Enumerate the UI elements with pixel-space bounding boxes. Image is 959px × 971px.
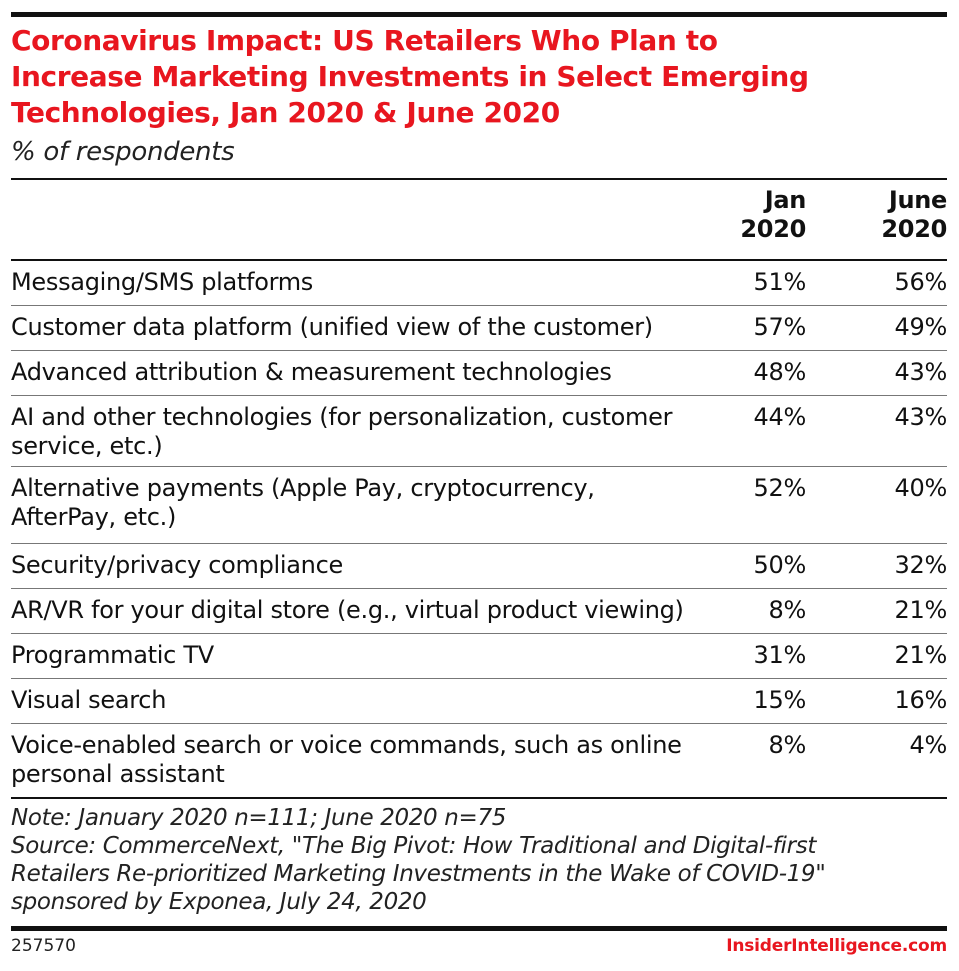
chart-title: Coronavirus Impact: US Retailers Who Pla… — [11, 23, 947, 131]
row-label-line: AfterPay, etc.) — [11, 503, 177, 531]
value-june-2020: 56% — [894, 268, 948, 296]
value-jan-2020: 52% — [753, 474, 807, 502]
row-separator — [11, 395, 947, 396]
row-separator — [11, 543, 947, 544]
row-label-line: AR/VR for your digital store (e.g., virt… — [11, 596, 684, 624]
value-june-2020: 43% — [894, 403, 948, 431]
row-separator — [11, 633, 947, 634]
row-separator — [11, 588, 947, 589]
value-june-2020: 40% — [894, 474, 948, 502]
source-note: Note: January 2020 n=111; June 2020 n=75… — [11, 804, 947, 916]
column-header-line: 2020 — [740, 215, 806, 243]
value-jan-2020: 31% — [753, 641, 807, 669]
note-line: sponsored by Exponea, July 24, 2020 — [11, 889, 427, 915]
row-separator — [11, 305, 947, 306]
row-label-line: personal assistant — [11, 760, 225, 788]
value-june-2020: 21% — [894, 641, 948, 669]
row-label: Customer data platform (unified view of … — [11, 313, 731, 342]
value-june-2020: 32% — [894, 551, 948, 579]
bottom-rule — [11, 926, 947, 931]
row-label-line: Customer data platform (unified view of … — [11, 313, 653, 341]
row-separator — [11, 350, 947, 351]
row-separator — [11, 678, 947, 679]
column-header-line: Jan — [764, 186, 807, 214]
brand-logo-text: InsiderIntelligence.com — [726, 936, 947, 956]
header-rule — [11, 178, 947, 180]
value-jan-2020: 57% — [753, 313, 807, 341]
value-june-2020: 21% — [894, 596, 948, 624]
row-label-line: Voice-enabled search or voice commands, … — [11, 731, 682, 759]
value-jan-2020: 15% — [753, 686, 807, 714]
value-jan-2020: 50% — [753, 551, 807, 579]
value-jan-2020: 51% — [753, 268, 807, 296]
value-jan-2020: 8% — [768, 731, 807, 759]
chart-id: 257570 — [11, 936, 76, 956]
column-header-line: 2020 — [881, 215, 947, 243]
value-jan-2020: 48% — [753, 358, 807, 386]
row-label-line: AI and other technologies (for personali… — [11, 403, 673, 431]
row-label-line: Visual search — [11, 686, 167, 714]
value-jan-2020: 44% — [753, 403, 807, 431]
row-label: AI and other technologies (for personali… — [11, 403, 731, 461]
table-bottom-rule — [11, 797, 947, 799]
chart-title-line: Technologies, Jan 2020 & June 2020 — [11, 96, 560, 129]
row-separator — [11, 723, 947, 724]
row-label-line: Security/privacy compliance — [11, 551, 343, 579]
chart-title-line: Coronavirus Impact: US Retailers Who Pla… — [11, 24, 718, 57]
value-june-2020: 43% — [894, 358, 948, 386]
note-line: Retailers Re-prioritized Marketing Inves… — [11, 861, 826, 887]
row-label: AR/VR for your digital store (e.g., virt… — [11, 596, 731, 625]
row-label-line: Alternative payments (Apple Pay, cryptoc… — [11, 474, 595, 502]
row-label: Messaging/SMS platforms — [11, 268, 731, 297]
column-header-jan: Jan 2020 — [706, 186, 806, 244]
note-line: Source: CommerceNext, "The Big Pivot: Ho… — [11, 833, 816, 859]
row-label: Alternative payments (Apple Pay, cryptoc… — [11, 474, 731, 532]
note-line: Note: January 2020 n=111; June 2020 n=75 — [11, 805, 507, 831]
row-label: Voice-enabled search or voice commands, … — [11, 731, 731, 789]
column-header-june: June 2020 — [847, 186, 947, 244]
chart-subtitle: % of respondents — [11, 137, 235, 167]
value-june-2020: 4% — [909, 731, 948, 759]
row-label: Programmatic TV — [11, 641, 731, 670]
value-june-2020: 16% — [894, 686, 948, 714]
chart-title-line: Increase Marketing Investments in Select… — [11, 60, 809, 93]
value-june-2020: 49% — [894, 313, 948, 341]
row-separator — [11, 466, 947, 467]
row-label: Security/privacy compliance — [11, 551, 731, 580]
column-header-line: June — [888, 186, 947, 214]
row-label: Advanced attribution & measurement techn… — [11, 358, 731, 387]
row-label-line: Advanced attribution & measurement techn… — [11, 358, 612, 386]
table-header-rule — [11, 259, 947, 261]
row-label-line: Programmatic TV — [11, 641, 214, 669]
row-label-line: Messaging/SMS platforms — [11, 268, 314, 296]
value-jan-2020: 8% — [768, 596, 807, 624]
row-label-line: service, etc.) — [11, 432, 163, 460]
row-label: Visual search — [11, 686, 731, 715]
top-rule — [11, 12, 947, 17]
